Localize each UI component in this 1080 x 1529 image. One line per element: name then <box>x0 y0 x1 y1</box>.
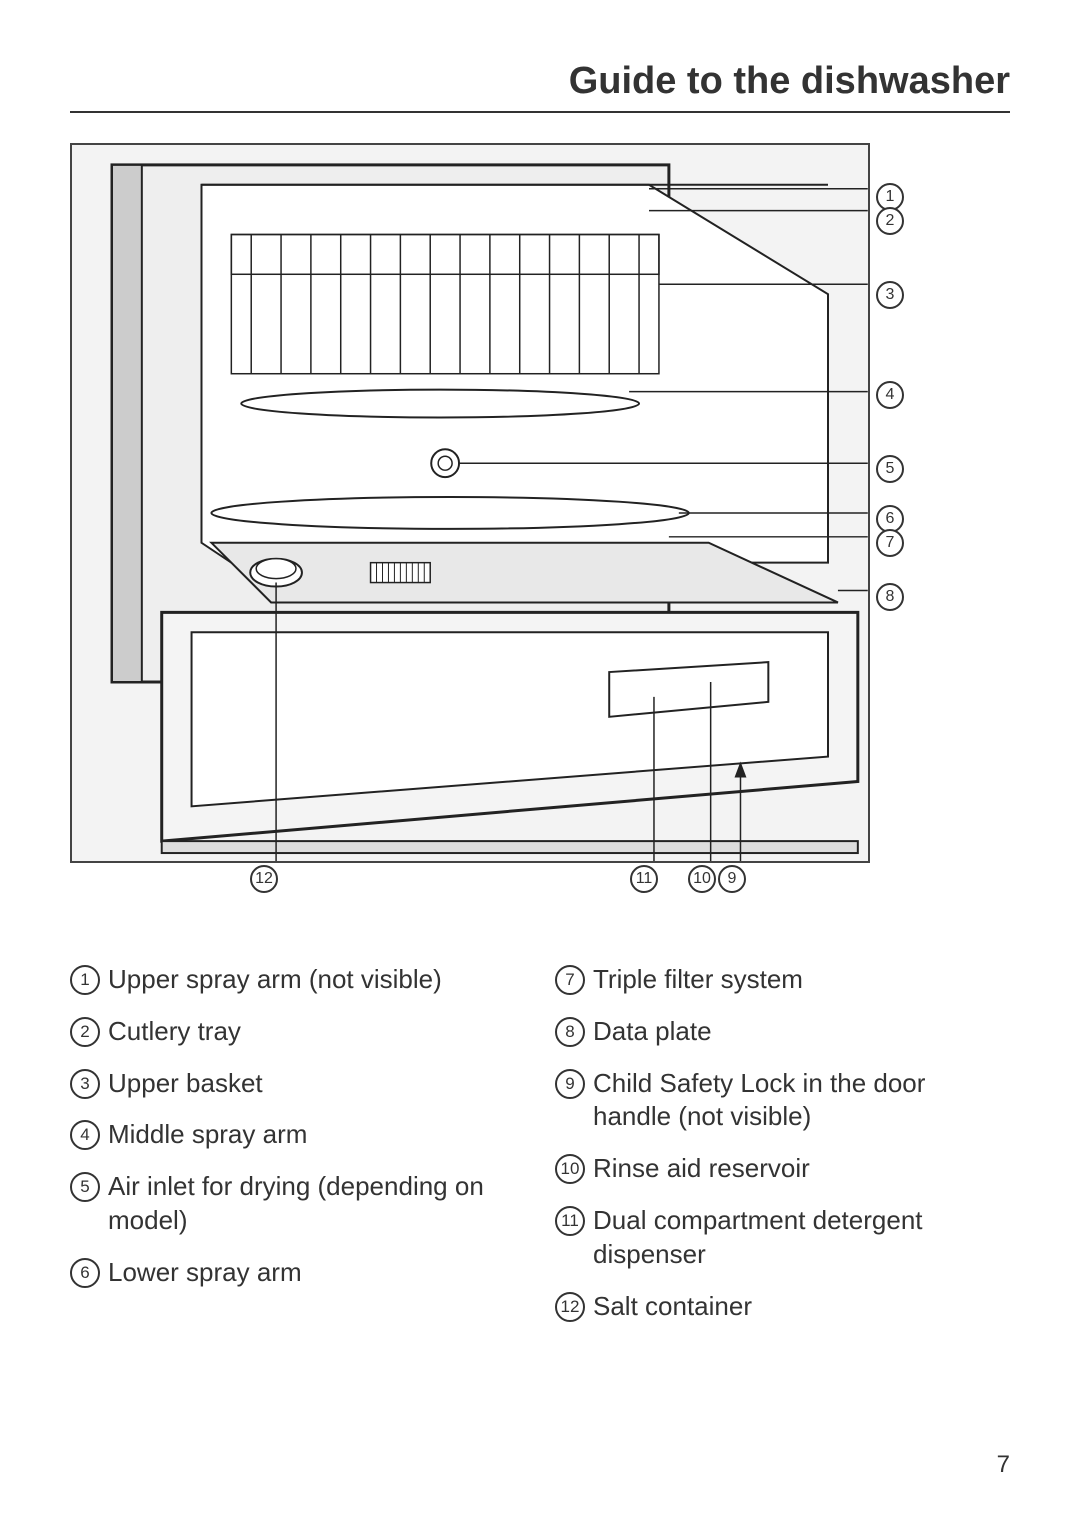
legend-item-number: 3 <box>70 1069 100 1099</box>
legend-item-text: Lower spray arm <box>108 1256 525 1290</box>
callout-number: 2 <box>876 207 904 235</box>
legend-item: 12 Salt container <box>555 1290 1010 1324</box>
callout-number: 11 <box>630 865 658 893</box>
legend-item-number: 2 <box>70 1017 100 1047</box>
legend-item-number: 5 <box>70 1172 100 1202</box>
callout-number: 8 <box>876 583 904 611</box>
legend-left-column: 1 Upper spray arm (not visible) 2 Cutlery t… <box>70 963 525 1341</box>
legend-item-number: 4 <box>70 1120 100 1150</box>
legend-item-number: 12 <box>555 1292 585 1322</box>
legend-item-text: Salt container <box>593 1290 1010 1324</box>
callout-number: 4 <box>876 381 904 409</box>
legend-item-text: Cutlery tray <box>108 1015 525 1049</box>
legend-item-text: Child Safety Lock in the door handle (no… <box>593 1067 1010 1135</box>
legend-item: 2 Cutlery tray <box>70 1015 525 1049</box>
legend-item: 7 Triple filter system <box>555 963 1010 997</box>
legend-item-number: 10 <box>555 1154 585 1184</box>
callout-number: 9 <box>718 865 746 893</box>
dishwasher-diagram <box>70 143 870 863</box>
legend-item-text: Data plate <box>593 1015 1010 1049</box>
page-number: 7 <box>997 1451 1010 1479</box>
legend-item-text: Rinse aid reservoir <box>593 1152 1010 1186</box>
legend-item-number: 11 <box>555 1206 585 1236</box>
callout-number: 3 <box>876 281 904 309</box>
legend-item: 1 Upper spray arm (not visible) <box>70 963 525 997</box>
callout-number: 10 <box>688 865 716 893</box>
legend-item-number: 8 <box>555 1017 585 1047</box>
legend-right-column: 7 Triple filter system 8 Data plate 9 Child S… <box>555 963 1010 1341</box>
legend-item: 4 Middle spray arm <box>70 1118 525 1152</box>
legend-item: 5 Air inlet for drying (depending on mode… <box>70 1170 525 1238</box>
legend-item-text: Upper spray arm (not visible) <box>108 963 525 997</box>
legend-item: 8 Data plate <box>555 1015 1010 1049</box>
legend-item: 10 Rinse aid reservoir <box>555 1152 1010 1186</box>
legend-item-text: Triple filter system <box>593 963 1010 997</box>
legend-item-number: 9 <box>555 1069 585 1099</box>
legend-item-number: 1 <box>70 965 100 995</box>
legend-item-text: Upper basket <box>108 1067 525 1101</box>
legend-item: 3 Upper basket <box>70 1067 525 1101</box>
callout-number: 5 <box>876 455 904 483</box>
page-title: Guide to the dishwasher <box>70 60 1010 113</box>
legend-item: 6 Lower spray arm <box>70 1256 525 1290</box>
legend-item: 9 Child Safety Lock in the door handle (n… <box>555 1067 1010 1135</box>
callout-number: 12 <box>250 865 278 893</box>
legend-item-number: 6 <box>70 1258 100 1288</box>
legend-item: 11 Dual compartment detergent dispenser <box>555 1204 1010 1272</box>
diagram-area: 12345678 1211109 <box>70 143 1010 943</box>
legend-item-text: Air inlet for drying (depending on model… <box>108 1170 525 1238</box>
callout-number: 7 <box>876 529 904 557</box>
legend-item-text: Middle spray arm <box>108 1118 525 1152</box>
legend-item-text: Dual compartment detergent dispenser <box>593 1204 1010 1272</box>
legend-columns: 1 Upper spray arm (not visible) 2 Cutlery t… <box>70 963 1010 1341</box>
legend-item-number: 7 <box>555 965 585 995</box>
